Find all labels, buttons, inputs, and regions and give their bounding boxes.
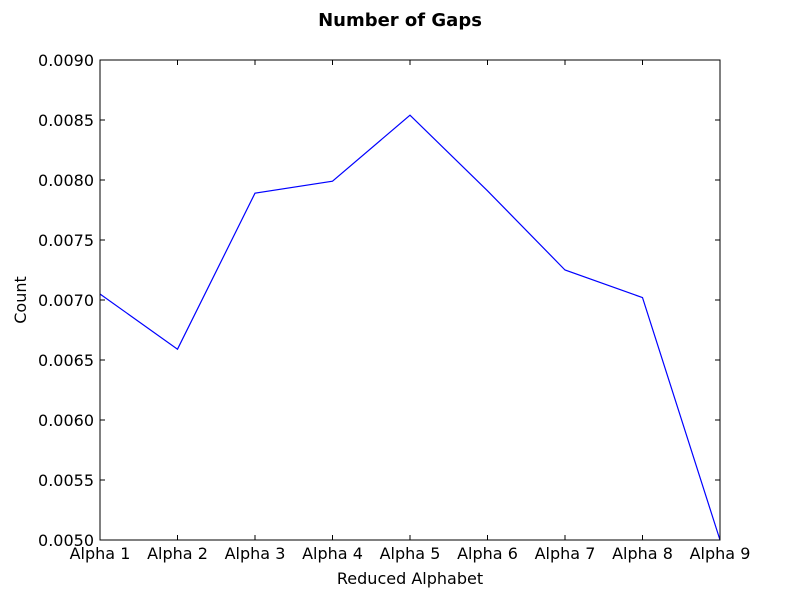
- x-tick-label: Alpha 3: [225, 544, 286, 563]
- x-tick-label: Alpha 1: [70, 544, 131, 563]
- y-tick-label: 0.0050: [38, 531, 94, 550]
- y-tick-label: 0.0065: [38, 351, 94, 370]
- ticks-layer: Alpha 1 Alpha 2 Alpha 3 Alpha 4 Alpha 5 Alpha…: [38, 51, 750, 563]
- y-tick-label: 0.0090: [38, 51, 94, 70]
- y-tick-label: 0.0055: [38, 471, 94, 490]
- plot-area-frame: [99, 59, 721, 541]
- y-tick-label: 0.0080: [38, 171, 94, 190]
- x-axis-label: Reduced Alphabet: [337, 569, 483, 588]
- y-tick-label: 0.0075: [38, 231, 94, 250]
- x-tick-label: Alpha 2: [147, 544, 208, 563]
- x-tick-label: Alpha 7: [535, 544, 596, 563]
- y-tick-label: 0.0085: [38, 111, 94, 130]
- x-tick-label: Alpha 5: [380, 544, 441, 563]
- y-tick-label: 0.0060: [38, 411, 94, 430]
- series-layer: [99, 114, 721, 541]
- chart-title: Number of Gaps: [318, 10, 482, 31]
- y-tick-label: 0.0070: [38, 291, 94, 310]
- x-tick-label: Alpha 8: [612, 544, 673, 563]
- series-line: [99, 114, 721, 541]
- y-axis-label: Count: [11, 276, 30, 324]
- x-tick-label: Alpha 4: [302, 544, 363, 563]
- x-tick-label: Alpha 9: [690, 544, 751, 563]
- x-tick-label: Alpha 6: [457, 544, 518, 563]
